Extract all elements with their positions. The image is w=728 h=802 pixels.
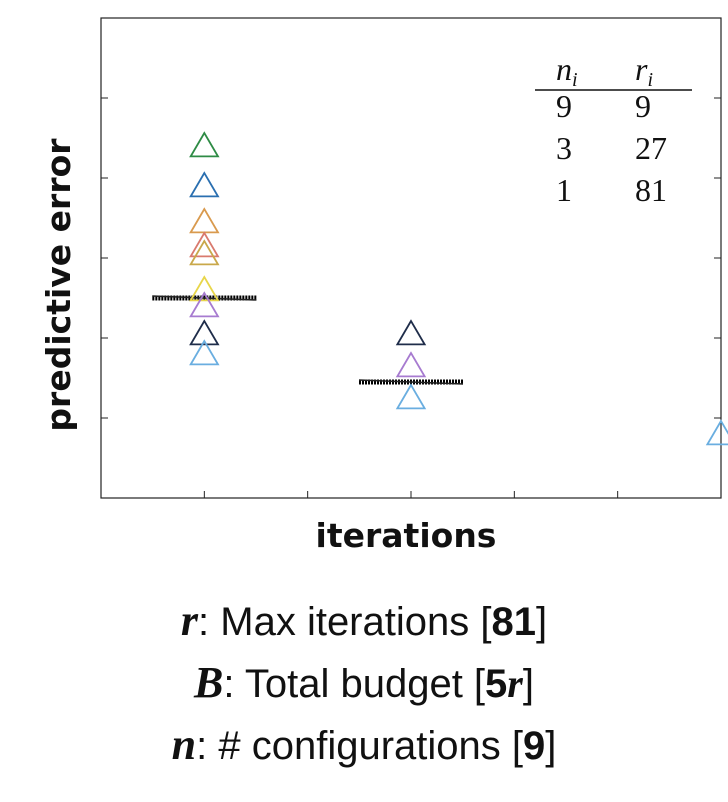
param-text: : Total budget [ <box>223 662 486 706</box>
table-header-r: ri <box>635 51 653 91</box>
triangle-marker <box>705 419 728 446</box>
data-points <box>189 131 728 446</box>
triangle-marker <box>189 231 220 258</box>
param-max-iterations: r: Max iterations [81] <box>0 590 728 652</box>
table-cell: 81 <box>635 172 667 208</box>
param-close: ] <box>535 600 548 644</box>
param-text: : # configurations [ <box>196 724 523 768</box>
param-total-budget: B: Total budget [5r] <box>0 652 728 714</box>
table-cell: 9 <box>556 88 572 124</box>
param-symbol: r <box>180 596 199 645</box>
param-value-symbol: r <box>507 661 523 706</box>
y-axis-label: predictive error <box>39 138 78 432</box>
budget-table: ni ri 9 9 3 27 1 81 <box>535 51 692 208</box>
param-value: 81 <box>491 600 536 644</box>
param-value: 5 <box>485 662 508 706</box>
param-value: 9 <box>522 724 546 768</box>
table-cell: 3 <box>556 130 572 166</box>
triangle-marker <box>189 171 220 198</box>
param-text: : Max iterations [ <box>198 600 492 644</box>
param-symbol: B <box>194 658 224 707</box>
table-cell: 9 <box>635 88 651 124</box>
triangle-marker <box>395 383 427 410</box>
cutoff-line-texture <box>358 379 464 385</box>
param-symbol: n <box>171 720 197 769</box>
triangle-marker <box>395 319 427 346</box>
triangle-marker <box>189 239 220 266</box>
triangle-marker <box>189 207 220 234</box>
table-header-n: ni <box>556 51 578 91</box>
hyperband-chart: predictive error iterations ni ri 9 9 3 … <box>39 17 728 555</box>
cutoff-line-texture <box>152 295 257 301</box>
cutoff-lines <box>152 295 464 385</box>
triangle-marker <box>189 275 220 302</box>
param-close: ] <box>545 724 557 768</box>
x-axis-label: iterations <box>316 516 497 555</box>
triangle-marker <box>395 351 427 378</box>
param-close: ] <box>522 662 534 706</box>
triangle-marker <box>189 339 220 366</box>
triangle-marker <box>189 319 220 346</box>
axis-ticks <box>101 97 721 498</box>
triangle-marker <box>189 291 220 318</box>
parameter-list: r: Max iterations [81] B: Total budget [… <box>0 590 728 776</box>
table-cell: 1 <box>556 172 572 208</box>
triangle-marker <box>189 131 220 158</box>
param-configurations: n: # configurations [9] <box>0 714 728 776</box>
table-cell: 27 <box>635 130 667 166</box>
